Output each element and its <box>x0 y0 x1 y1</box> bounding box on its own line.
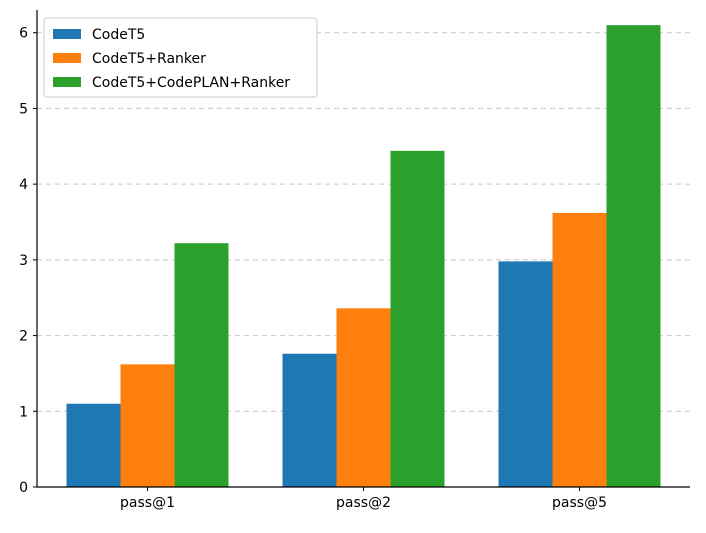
bar-pass@2-CodeT5 <box>282 353 337 487</box>
legend-label: CodeT5+Ranker <box>92 51 206 67</box>
legend: CodeT5 CodeT5+Ranker CodeT5+CodePLAN+Ranke… <box>43 17 318 98</box>
bar-pass@2-CodeT5+CodePLAN+Ranker <box>390 150 445 488</box>
y-tick-label: 4 <box>19 177 28 193</box>
legend-label: CodeT5 <box>92 27 145 43</box>
x-tick-label: pass@1 <box>120 495 175 511</box>
x-tick-label: pass@2 <box>336 495 391 511</box>
legend-swatch <box>53 29 81 39</box>
bar-pass@5-CodeT5+Ranker <box>552 212 607 487</box>
bar-pass@1-CodeT5+CodePLAN+Ranker <box>174 243 229 487</box>
bar-pass@2-CodeT5+Ranker <box>336 308 391 487</box>
y-tick-label: 6 <box>19 26 28 42</box>
bars <box>66 25 661 488</box>
y-tick-label: 2 <box>19 329 28 345</box>
bar-pass@1-CodeT5+Ranker <box>120 364 175 487</box>
y-ticks: 0 1 2 3 4 5 6 <box>19 26 37 496</box>
legend-label: CodeT5+CodePLAN+Ranker <box>92 75 290 91</box>
y-tick-label: 0 <box>19 480 28 496</box>
y-tick-label: 3 <box>19 253 28 269</box>
bar-pass@5-CodeT5 <box>498 261 553 487</box>
bar-pass@5-CodeT5+CodePLAN+Ranker <box>606 25 661 488</box>
x-tick-label: pass@5 <box>552 495 607 511</box>
bar-pass@1-CodeT5 <box>66 403 121 487</box>
y-tick-label: 1 <box>19 404 28 420</box>
y-tick-label: 5 <box>19 101 28 117</box>
x-ticks: pass@1 pass@2 pass@5 <box>120 487 607 511</box>
legend-frame <box>43 17 318 98</box>
legend-swatch <box>53 53 81 63</box>
legend-swatch <box>53 77 81 87</box>
